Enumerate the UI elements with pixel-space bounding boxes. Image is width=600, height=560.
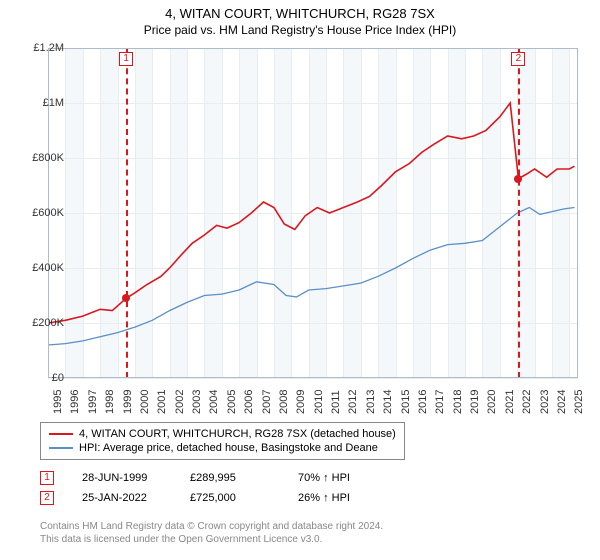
chart-title: 4, WITAN COURT, WHITCHURCH, RG28 7SX bbox=[0, 0, 600, 21]
legend-label: 4, WITAN COURT, WHITCHURCH, RG28 7SX (de… bbox=[79, 428, 396, 440]
footer-attribution: Contains HM Land Registry data © Crown c… bbox=[40, 520, 383, 546]
x-tick-label: 2005 bbox=[226, 390, 238, 414]
x-tick-label: 2007 bbox=[261, 390, 273, 414]
y-tick-label: £800K bbox=[32, 152, 64, 164]
x-tick-label: 2020 bbox=[486, 390, 498, 414]
x-tick-label: 1995 bbox=[52, 390, 64, 414]
x-tick-label: 2004 bbox=[208, 390, 220, 414]
x-tick-label: 2006 bbox=[243, 390, 255, 414]
y-tick-label: £200K bbox=[32, 317, 64, 329]
sales-table: 1 28-JUN-1999 £289,995 70% ↑ HPI 2 25-JAN-202… bbox=[40, 468, 378, 508]
x-tick-label: 2003 bbox=[191, 390, 203, 414]
x-tick-label: 2000 bbox=[139, 390, 151, 414]
chart-subtitle: Price paid vs. HM Land Registry's House … bbox=[0, 21, 600, 41]
x-tick-label: 1999 bbox=[122, 390, 134, 414]
sale-row: 2 25-JAN-2022 £725,000 26% ↑ HPI bbox=[40, 488, 378, 508]
sale-delta: 26% ↑ HPI bbox=[298, 492, 378, 504]
legend-item: 4, WITAN COURT, WHITCHURCH, RG28 7SX (de… bbox=[49, 427, 396, 441]
sale-badge: 1 bbox=[40, 471, 54, 485]
legend-item: HPI: Average price, detached house, Basi… bbox=[49, 441, 396, 455]
x-tick-label: 2002 bbox=[174, 390, 186, 414]
chart-container: 4, WITAN COURT, WHITCHURCH, RG28 7SX Pri… bbox=[0, 0, 600, 560]
x-tick-label: 1997 bbox=[87, 390, 99, 414]
x-tick-label: 2022 bbox=[521, 390, 533, 414]
sale-price: £725,000 bbox=[190, 492, 270, 504]
y-tick-label: £400K bbox=[32, 262, 64, 274]
x-tick-label: 2021 bbox=[504, 390, 516, 414]
x-tick-label: 2017 bbox=[434, 390, 446, 414]
grid-line bbox=[48, 378, 578, 379]
footer-line-2: This data is licensed under the Open Gov… bbox=[40, 533, 383, 546]
x-tick-label: 2023 bbox=[539, 390, 551, 414]
sale-date: 25-JAN-2022 bbox=[82, 492, 162, 504]
plot-area: 12 bbox=[48, 48, 578, 378]
legend-swatch bbox=[49, 447, 73, 449]
sale-row: 1 28-JUN-1999 £289,995 70% ↑ HPI bbox=[40, 468, 378, 488]
x-tick-label: 2025 bbox=[573, 390, 585, 414]
sale-delta: 70% ↑ HPI bbox=[298, 472, 378, 484]
x-tick-label: 2012 bbox=[347, 390, 359, 414]
x-tick-label: 2018 bbox=[452, 390, 464, 414]
x-tick-label: 2010 bbox=[313, 390, 325, 414]
sale-date: 28-JUN-1999 bbox=[82, 472, 162, 484]
x-tick-label: 1996 bbox=[69, 390, 81, 414]
y-tick-label: £0 bbox=[52, 372, 64, 384]
legend-label: HPI: Average price, detached house, Basi… bbox=[79, 442, 378, 454]
footer-line-1: Contains HM Land Registry data © Crown c… bbox=[40, 520, 383, 533]
x-tick-label: 2008 bbox=[278, 390, 290, 414]
x-tick-label: 2015 bbox=[400, 390, 412, 414]
sale-price: £289,995 bbox=[190, 472, 270, 484]
y-tick-label: £1M bbox=[43, 97, 64, 109]
x-tick-label: 2014 bbox=[382, 390, 394, 414]
plot-border bbox=[48, 48, 578, 378]
x-tick-label: 1998 bbox=[104, 390, 116, 414]
x-tick-label: 2001 bbox=[156, 390, 168, 414]
legend-swatch bbox=[49, 433, 73, 435]
x-tick-label: 2009 bbox=[295, 390, 307, 414]
x-tick-label: 2024 bbox=[556, 390, 568, 414]
x-tick-label: 2011 bbox=[330, 390, 342, 414]
x-tick-label: 2019 bbox=[469, 390, 481, 414]
x-tick-label: 2016 bbox=[417, 390, 429, 414]
legend: 4, WITAN COURT, WHITCHURCH, RG28 7SX (de… bbox=[40, 422, 405, 460]
y-tick-label: £1.2M bbox=[33, 42, 64, 54]
sale-badge: 2 bbox=[40, 491, 54, 505]
y-tick-label: £600K bbox=[32, 207, 64, 219]
x-tick-label: 2013 bbox=[365, 390, 377, 414]
